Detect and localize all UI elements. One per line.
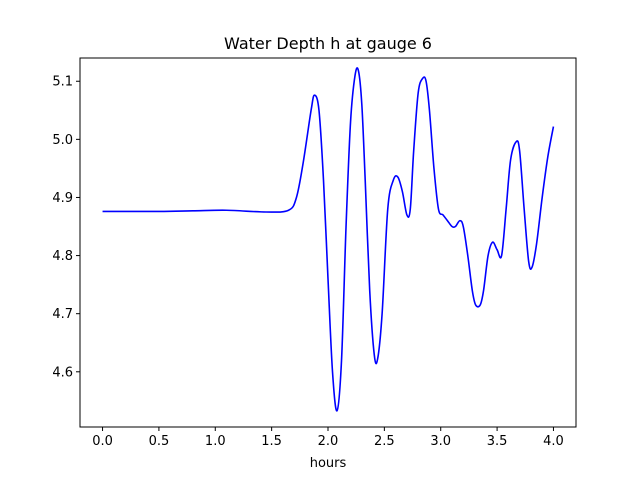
x-tick-label: 1.0 <box>205 434 226 449</box>
x-tick-label: 2.5 <box>374 434 395 449</box>
chart-title: Water Depth h at gauge 6 <box>224 34 432 53</box>
y-tick-label: 5.1 <box>52 75 73 90</box>
x-tick-label: 4.0 <box>543 434 564 449</box>
x-tick-label: 0.5 <box>149 434 170 449</box>
x-axis-label: hours <box>310 456 347 471</box>
series-line <box>102 67 555 412</box>
y-axis: 4.6 4.7 4.8 4.9 5.0 5.1 <box>52 75 80 380</box>
y-tick-label: 4.8 <box>52 249 73 264</box>
plot-area <box>102 67 555 412</box>
x-tick-label: 3.5 <box>487 434 508 449</box>
x-tick-label: 0.0 <box>92 434 113 449</box>
y-tick-label: 4.6 <box>52 365 73 380</box>
x-axis: 0.0 0.5 1.0 1.5 2.0 2.5 3.0 3.5 4.0 <box>92 427 564 449</box>
x-tick-label: 3.0 <box>430 434 451 449</box>
x-tick-label: 1.5 <box>261 434 282 449</box>
y-tick-label: 5.0 <box>52 133 73 148</box>
y-tick-label: 4.9 <box>52 191 73 206</box>
y-tick-label: 4.7 <box>52 307 73 322</box>
x-tick-label: 2.0 <box>318 434 339 449</box>
